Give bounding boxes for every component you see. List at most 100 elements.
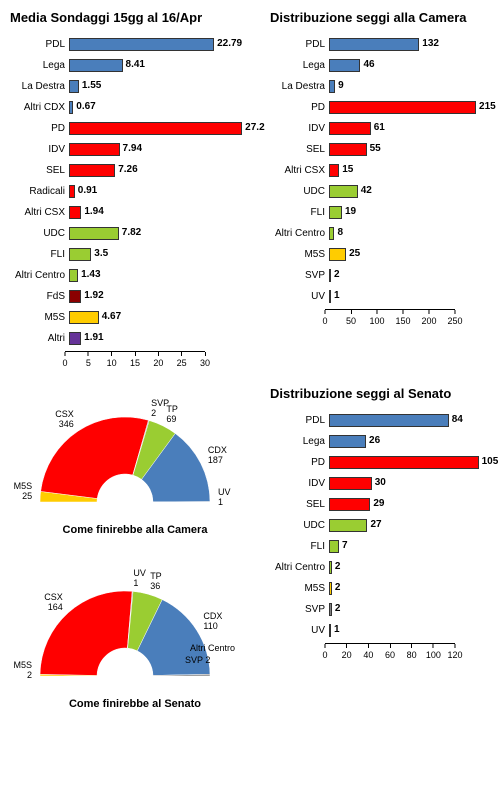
bar-row: FLI3.5 bbox=[10, 245, 260, 263]
semi-slice-label: M5S2 bbox=[14, 661, 33, 681]
bar: 8 bbox=[329, 227, 334, 240]
bar-value: 84 bbox=[448, 414, 463, 425]
bar: 132 bbox=[329, 38, 419, 51]
poll-bars: PDL22.79Lega8.41La Destra1.55Altri CDX0.… bbox=[10, 35, 260, 372]
bar: 2 bbox=[329, 269, 331, 282]
bar-row: SVP2 bbox=[270, 600, 500, 618]
bar: 1.94 bbox=[69, 206, 81, 219]
bar-value: 26 bbox=[365, 435, 380, 446]
semi-slice-label: CDX187 bbox=[208, 446, 227, 466]
bar: 4.67 bbox=[69, 311, 99, 324]
bar: 19 bbox=[329, 206, 342, 219]
bar-value: 7.26 bbox=[114, 164, 137, 175]
bar: 22.79 bbox=[69, 38, 214, 51]
bar: 1 bbox=[329, 290, 331, 303]
bar-row: SEL29 bbox=[270, 495, 500, 513]
bar-label: Altri CSX bbox=[270, 165, 329, 176]
bar-value: 7 bbox=[338, 540, 348, 551]
bar: 0.67 bbox=[69, 101, 73, 114]
bar-value: 2 bbox=[331, 603, 341, 614]
bar: 61 bbox=[329, 122, 371, 135]
bar: 9 bbox=[329, 80, 335, 93]
bar-value: 0.91 bbox=[74, 185, 97, 196]
bar-label: Altri bbox=[10, 333, 69, 344]
bar-label: FLI bbox=[10, 249, 69, 260]
bar-value: 42 bbox=[357, 185, 372, 196]
bar-label: SVP bbox=[270, 270, 329, 281]
bar-label: PD bbox=[10, 123, 69, 134]
bar-row: Altri CSX 15 bbox=[270, 161, 500, 179]
bar-value: 46 bbox=[359, 59, 374, 70]
bar-row: La Destra9 bbox=[270, 77, 500, 95]
bar-row: PD215 bbox=[270, 98, 500, 116]
senato-chart: Distribuzione seggi al Senato PDL84Lega2… bbox=[270, 372, 500, 710]
bar: 7.94 bbox=[69, 143, 120, 156]
bar-label: UDC bbox=[10, 228, 69, 239]
bar-value: 215 bbox=[475, 101, 496, 112]
bar-label: M5S bbox=[270, 583, 329, 594]
bar-row: Lega 46 bbox=[270, 56, 500, 74]
bar: 2 bbox=[329, 603, 332, 616]
bar-row: Lega8.41 bbox=[10, 56, 260, 74]
bar-row: UV1 bbox=[270, 621, 500, 639]
bar-label: FLI bbox=[270, 207, 329, 218]
bar: 30 bbox=[329, 477, 372, 490]
bar-value: 1 bbox=[330, 624, 340, 635]
bar: 1 bbox=[329, 624, 331, 637]
semi-slice-label: M5S25 bbox=[14, 482, 33, 502]
bar-row: M5S4.67 bbox=[10, 308, 260, 326]
bar-value: 1.94 bbox=[80, 206, 103, 217]
bar-label: PDL bbox=[270, 415, 329, 426]
bar: 8.41 bbox=[69, 59, 123, 72]
poll-title: Media Sondaggi 15gg al 16/Apr bbox=[10, 10, 260, 25]
bar-row: PDL132 bbox=[270, 35, 500, 53]
semi-senato-caption: Come finirebbe al Senato bbox=[10, 698, 260, 710]
bar-label: Lega bbox=[270, 60, 329, 71]
semicircle-camera: M5S25CSX346SVP2TP69CDX187UV1 Come finire… bbox=[10, 372, 260, 710]
bar-row: Altri Centro1.43 bbox=[10, 266, 260, 284]
bar-row: IDV7.94 bbox=[10, 140, 260, 158]
bar-row: IDV30 bbox=[270, 474, 500, 492]
bar-label: UV bbox=[270, 625, 329, 636]
bar: 105 bbox=[329, 456, 479, 469]
bar-row: FLI7 bbox=[270, 537, 500, 555]
bar-label: Altri CDX bbox=[10, 102, 69, 113]
camera-bars: PDL132Lega46La Destra9PD215IDV61SEL55Alt… bbox=[270, 35, 500, 330]
bar-label: La Destra bbox=[270, 81, 329, 92]
bar-label: Lega bbox=[10, 60, 69, 71]
bar-row: Altri CDX0.67 bbox=[10, 98, 260, 116]
bar-row: PD27.2 bbox=[10, 119, 260, 137]
senato-bars: PDL84Lega26PD105IDV30SEL29UDC27FLI7Altri… bbox=[270, 411, 500, 664]
semi-slice-label: TP69 bbox=[166, 405, 178, 425]
bar-value: 1 bbox=[330, 290, 340, 301]
bar: 7.26 bbox=[69, 164, 115, 177]
bar-value: 7.82 bbox=[118, 227, 141, 238]
semi-slice-label: CSX164 bbox=[44, 593, 63, 613]
bar: 29 bbox=[329, 498, 370, 511]
semi-slice-label: CSX346 bbox=[55, 410, 74, 430]
bar: 215 bbox=[329, 101, 476, 114]
semi-slice-label: TP36 bbox=[150, 572, 162, 592]
bar-row: PDL 84 bbox=[270, 411, 500, 429]
bar-label: PD bbox=[270, 457, 329, 468]
bar-label: PD bbox=[270, 102, 329, 113]
bar-row: Altri Centro8 bbox=[270, 224, 500, 242]
bar-row: Lega26 bbox=[270, 432, 500, 450]
bar: 2 bbox=[329, 561, 332, 574]
bar-row: SEL55 bbox=[270, 140, 500, 158]
bar-value: 55 bbox=[366, 143, 381, 154]
bar-row: M5S25 bbox=[270, 245, 500, 263]
bar-value: 25 bbox=[345, 248, 360, 259]
bar-value: 15 bbox=[338, 164, 353, 175]
bar-value: 8 bbox=[333, 227, 343, 238]
bar-label: SEL bbox=[270, 499, 329, 510]
bar-value: 1.55 bbox=[78, 80, 101, 91]
bar-label: PDL bbox=[270, 39, 329, 50]
bar-row: SVP2 bbox=[270, 266, 500, 284]
bar-value: 2 bbox=[331, 561, 341, 572]
bar-row: La Destra1.55 bbox=[10, 77, 260, 95]
bar-value: 1.43 bbox=[77, 269, 100, 280]
bar-value: 7.94 bbox=[119, 143, 142, 154]
camera-chart: Distribuzione seggi alla Camera PDL132Le… bbox=[270, 10, 500, 372]
semi-camera-caption: Come finirebbe alla Camera bbox=[10, 524, 260, 536]
